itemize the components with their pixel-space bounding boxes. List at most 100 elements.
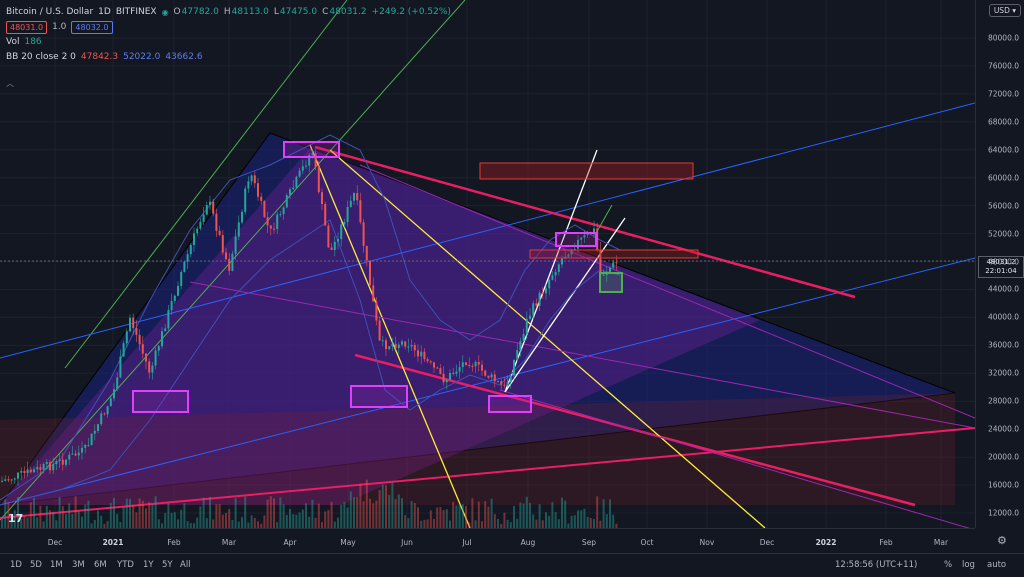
price-tick-label: 20000.0 xyxy=(987,452,1019,462)
magenta-support-long[interactable] xyxy=(0,427,975,519)
volume-bar xyxy=(375,500,378,528)
eye-icon[interactable]: ◉ xyxy=(161,8,169,17)
white-trendline-2[interactable] xyxy=(504,217,626,393)
candle-body xyxy=(385,340,387,350)
red-zone-drawing[interactable] xyxy=(0,393,955,505)
candle-body xyxy=(58,459,61,462)
gear-icon[interactable]: ⚙ xyxy=(997,534,1007,547)
chart-canvas[interactable] xyxy=(0,0,975,528)
percent-toggle[interactable]: % xyxy=(944,560,953,570)
bb-row[interactable]: BB 20 close 2 0 47842.3 52022.0 43662.6 xyxy=(6,51,451,64)
buy-button[interactable]: 48032.0 xyxy=(71,21,113,34)
volume-bar xyxy=(314,517,317,528)
range-button[interactable]: 5D xyxy=(30,560,42,570)
candle-body xyxy=(221,235,224,253)
green-box-rect[interactable] xyxy=(599,272,623,293)
candle-body xyxy=(167,310,170,329)
volume-bar xyxy=(391,482,394,528)
candle-body xyxy=(372,285,375,302)
candle-body xyxy=(439,368,442,374)
candle-body xyxy=(276,214,279,230)
current-zone-rect[interactable] xyxy=(529,249,699,259)
bb-upper-band xyxy=(0,134,621,501)
range-button[interactable]: YTD xyxy=(117,560,134,570)
symbol-name[interactable]: Bitcoin / U.S. Dollar xyxy=(6,7,94,17)
sep-box-rect[interactable] xyxy=(555,232,597,247)
volume-bar xyxy=(605,514,608,528)
volume-bar xyxy=(564,500,567,528)
yellow-fan-1[interactable] xyxy=(309,144,471,528)
range-button[interactable]: 1Y xyxy=(143,560,154,570)
candle-body xyxy=(615,262,618,264)
range-button[interactable]: 5Y xyxy=(162,560,173,570)
clock[interactable]: 12:58:56 (UTC+11) xyxy=(835,560,918,570)
sell-button[interactable]: 48031.0 xyxy=(6,21,48,34)
volume-row[interactable]: Vol 186 xyxy=(6,36,451,49)
volume-bar xyxy=(477,501,480,528)
tradingview-logo[interactable]: 17 xyxy=(8,512,24,525)
price-axis[interactable]: USD ▾ 48031.2 22:01:04 80000.0 76000.0 720… xyxy=(975,0,1024,528)
jul-box-rect[interactable] xyxy=(488,395,532,413)
volume-bar xyxy=(372,503,375,528)
candle-body xyxy=(106,406,109,415)
candle-body xyxy=(218,230,221,236)
time-tick-label: Dec xyxy=(759,538,775,547)
green-channel-upper[interactable] xyxy=(64,0,348,369)
currency-button[interactable]: USD ▾ xyxy=(988,4,1021,17)
volume-bar xyxy=(241,517,243,528)
chart-area[interactable]: Bitcoin / U.S. Dollar 1D BITFINEX ◉ O 477… xyxy=(0,0,975,528)
volume-bar xyxy=(10,517,13,528)
blue-trendline-lower[interactable] xyxy=(0,257,975,506)
volume-bar xyxy=(557,519,560,528)
purple-channel-2[interactable] xyxy=(359,164,975,419)
volume-bar xyxy=(68,503,71,528)
candle-body xyxy=(327,225,330,248)
time-axis[interactable]: Dec 2021 Feb Mar Apr May Jun Jul Aug Sep Oct Nov Dec… xyxy=(0,528,975,551)
volume-bar xyxy=(308,516,311,528)
volume-bar xyxy=(567,523,570,528)
candle-body xyxy=(311,153,314,156)
volume-bar xyxy=(388,494,391,528)
log-toggle[interactable]: log xyxy=(962,560,975,570)
volume-bar xyxy=(529,502,531,528)
candle-body xyxy=(199,221,202,229)
auto-toggle[interactable]: auto xyxy=(987,560,1007,570)
resistance-zone-rect[interactable] xyxy=(479,162,694,180)
volume-bar xyxy=(90,523,93,528)
interval[interactable]: 1D xyxy=(98,7,111,17)
volume-bar xyxy=(317,503,320,528)
purple-channel-3[interactable] xyxy=(499,389,975,528)
candle-body xyxy=(570,249,573,255)
jan-box-rect[interactable] xyxy=(132,390,189,413)
current-price-badge: 48031.2 22:01:04 xyxy=(978,256,1024,278)
price-tick-label: 12000.0 xyxy=(987,508,1019,518)
candle-body xyxy=(356,192,359,201)
purple-channel-1[interactable] xyxy=(189,281,975,429)
change-value: +249.2 (+0.52%) xyxy=(371,7,451,17)
volume-bar xyxy=(151,503,154,528)
time-tick-label: May xyxy=(340,538,356,547)
candle-body xyxy=(260,196,263,201)
volume-bar xyxy=(359,483,362,528)
top-box-rect[interactable] xyxy=(283,141,340,158)
volume-bar xyxy=(253,517,256,528)
time-tick-label: Aug xyxy=(520,538,536,547)
candle-body xyxy=(493,374,496,382)
candle-body xyxy=(257,183,259,197)
yellow-fan-2[interactable] xyxy=(329,149,766,528)
candle-body xyxy=(183,261,186,273)
volume-bar xyxy=(205,518,208,528)
time-tick-label: Mar xyxy=(221,538,237,547)
range-button[interactable]: All xyxy=(180,560,191,570)
volume-bar xyxy=(81,516,83,528)
volume-bar xyxy=(452,501,455,528)
range-button[interactable]: 1D xyxy=(10,560,22,570)
magenta-resistance[interactable] xyxy=(314,145,856,299)
range-button[interactable]: 6M xyxy=(94,560,107,570)
range-button[interactable]: 1M xyxy=(50,560,63,570)
collapse-legend-icon[interactable]: ︿ xyxy=(6,79,14,88)
may-box-rect[interactable] xyxy=(350,385,408,408)
blue-trendline-upper[interactable] xyxy=(0,102,975,359)
range-button[interactable]: 3M xyxy=(72,560,85,570)
candle-body xyxy=(253,175,256,184)
